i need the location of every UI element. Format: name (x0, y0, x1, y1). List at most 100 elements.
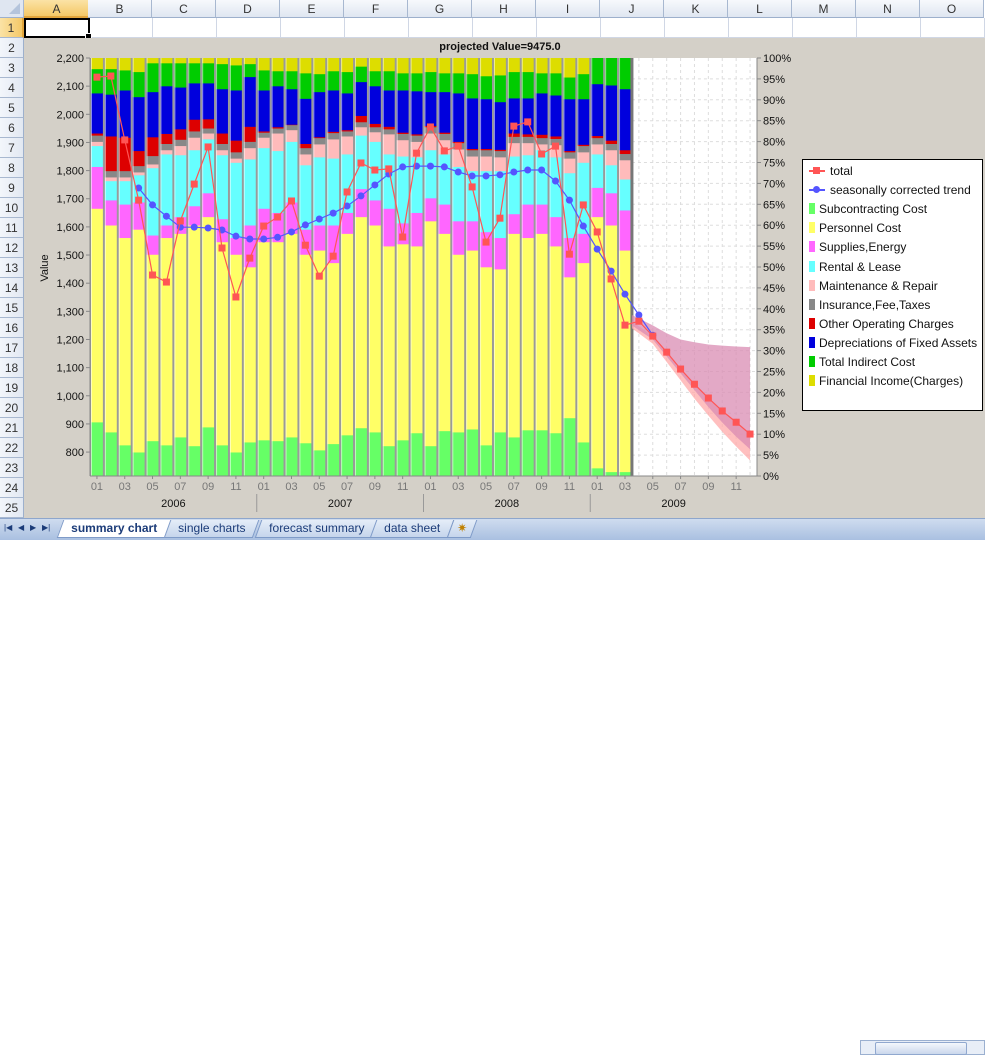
cell-i1[interactable] (537, 18, 601, 38)
legend-item: Financial Income(Charges) (809, 373, 963, 389)
select-all-corner[interactable] (0, 0, 24, 18)
row-header-18[interactable]: 18 (0, 358, 24, 378)
marker-total (482, 238, 490, 246)
bar-segment-insurance-fee-taxes (396, 133, 409, 141)
cell-h1[interactable] (473, 18, 537, 38)
column-header-g[interactable]: G (408, 0, 472, 18)
bar-segment-financial-income-charges- (493, 58, 506, 76)
row-header-20[interactable]: 20 (0, 398, 24, 418)
bar-segment-total-indirect-cost (313, 73, 326, 93)
tab-forecast-summary[interactable]: forecast summary (254, 520, 379, 538)
row-header-14[interactable]: 14 (0, 278, 24, 298)
row-header-17[interactable]: 17 (0, 338, 24, 358)
bar-segment-supplies-energy (118, 204, 131, 239)
column-header-b[interactable]: B (88, 0, 152, 18)
bar-segment-maintenance-repair (438, 139, 451, 155)
marker-total (607, 275, 615, 283)
horizontal-scrollbar[interactable] (860, 1040, 985, 1055)
bar-segment-insurance-fee-taxes (619, 153, 631, 161)
marker-total (746, 430, 754, 438)
legend-swatch-icon (809, 167, 825, 174)
bar-segment-financial-income-charges- (271, 58, 284, 72)
cell-n1[interactable] (857, 18, 921, 38)
bar-segment-other-operating-charges (118, 137, 131, 172)
cell-f1[interactable] (345, 18, 409, 38)
summary-chart[interactable]: 800 900 1,000 1,100 1,200 1,300 1,400 1,500 1,60… (24, 38, 985, 518)
chart-title: projected Value=9475.0 (439, 41, 560, 53)
marker-total (538, 150, 546, 158)
bar-segment-rental-lease (216, 154, 228, 220)
bar-segment-supplies-energy (202, 193, 215, 218)
bar-segment-personnel-cost (188, 225, 201, 447)
marker-seasonally-corrected-trend (635, 311, 643, 319)
column-header-i[interactable]: I (536, 0, 600, 18)
row-header-4[interactable]: 4 (0, 78, 24, 98)
row-header-22[interactable]: 22 (0, 438, 24, 458)
row-header-9[interactable]: 9 (0, 178, 24, 198)
row-header-7[interactable]: 7 (0, 138, 24, 158)
cell-k1[interactable] (665, 18, 729, 38)
column-header-f[interactable]: F (344, 0, 408, 18)
scroll-thumb[interactable] (875, 1042, 967, 1055)
column-header-m[interactable]: M (792, 0, 856, 18)
cell-l1[interactable] (729, 18, 793, 38)
legend-label: Financial Income(Charges) (819, 374, 964, 389)
cell-b1[interactable] (89, 18, 153, 38)
bar-segment-supplies-energy (368, 200, 381, 226)
row-header-16[interactable]: 16 (0, 318, 24, 338)
row-header-13[interactable]: 13 (0, 258, 24, 278)
bar-segment-insurance-fee-taxes (466, 149, 479, 157)
row-header-21[interactable]: 21 (0, 418, 24, 438)
column-header-d[interactable]: D (216, 0, 280, 18)
marker-seasonally-corrected-trend (440, 163, 448, 171)
bar-segment-personnel-cost (271, 241, 284, 442)
cell-c1[interactable] (153, 18, 217, 38)
column-header-n[interactable]: N (856, 0, 920, 18)
cell-e1[interactable] (281, 18, 345, 38)
row-header-8[interactable]: 8 (0, 158, 24, 178)
cell-j1[interactable] (601, 18, 665, 38)
column-header-j[interactable]: J (600, 0, 664, 18)
row-header-6[interactable]: 6 (0, 118, 24, 138)
row-header-19[interactable]: 19 (0, 378, 24, 398)
bar-segment-depreciations-of-fixed-assets (285, 88, 298, 125)
first-sheet-icon[interactable]: |◀ (4, 523, 13, 532)
row-header-2[interactable]: 2 (0, 38, 24, 58)
bar-segment-financial-income-charges- (118, 58, 131, 71)
row-header-24[interactable]: 24 (0, 478, 24, 498)
row-header-10[interactable]: 10 (0, 198, 24, 218)
next-sheet-icon[interactable]: ▶ (30, 523, 37, 532)
column-header-k[interactable]: K (664, 0, 728, 18)
column-header-c[interactable]: C (152, 0, 216, 18)
bar-segment-depreciations-of-fixed-assets (216, 88, 228, 134)
cell-m1[interactable] (793, 18, 857, 38)
bar-segment-financial-income-charges- (507, 58, 520, 73)
column-header-l[interactable]: L (728, 0, 792, 18)
column-header-e[interactable]: E (280, 0, 344, 18)
last-sheet-icon[interactable]: ▶| (42, 523, 51, 532)
cell-g1[interactable] (409, 18, 473, 38)
column-header-o[interactable]: O (920, 0, 984, 18)
bar-segment-personnel-cost (229, 254, 242, 453)
bar-segment-insurance-fee-taxes (577, 145, 590, 153)
bar-segment-financial-income-charges- (577, 58, 590, 75)
bar-segment-depreciations-of-fixed-assets (452, 93, 465, 142)
bar-segment-maintenance-repair (174, 145, 187, 156)
row-header-23[interactable]: 23 (0, 458, 24, 478)
row-header-5[interactable]: 5 (0, 98, 24, 118)
prev-sheet-icon[interactable]: ◀ (18, 523, 25, 532)
row-header-25[interactable]: 25 (0, 498, 24, 518)
right-tick-label: 30% (763, 346, 785, 358)
row-header-15[interactable]: 15 (0, 298, 24, 318)
tab-summary-chart[interactable]: summary chart (56, 520, 172, 538)
row-header-1[interactable]: 1 (0, 18, 24, 38)
column-header-h[interactable]: H (472, 0, 536, 18)
tab-single-charts[interactable]: single charts (163, 520, 260, 538)
row-header-11[interactable]: 11 (0, 218, 24, 238)
row-header-12[interactable]: 12 (0, 238, 24, 258)
insert-sheet-button[interactable]: ✷ (446, 520, 478, 538)
cell-d1[interactable] (217, 18, 281, 38)
row-header-3[interactable]: 3 (0, 58, 24, 78)
tab-data-sheet[interactable]: data sheet (369, 520, 455, 538)
bar-segment-rental-lease (424, 149, 437, 199)
